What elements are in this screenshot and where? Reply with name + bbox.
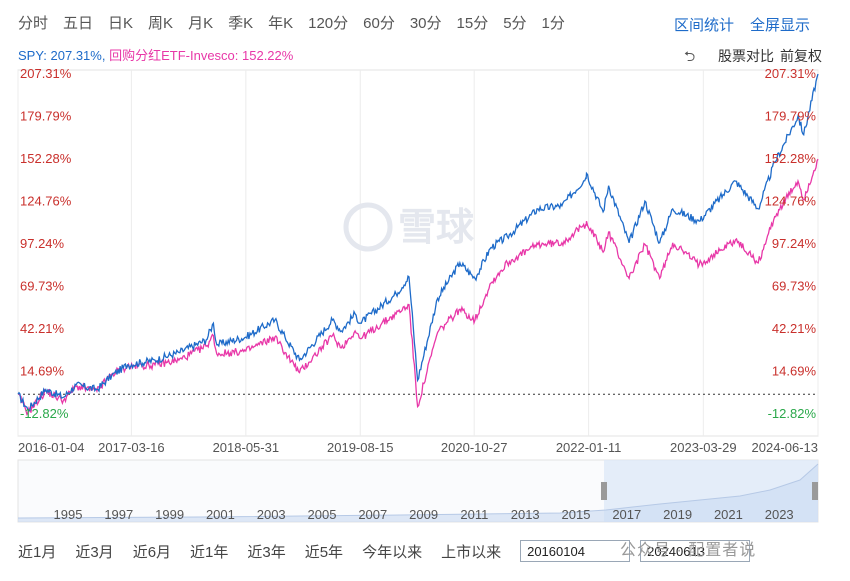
range-button[interactable]: 今年以来 [362,543,423,561]
period-tab[interactable]: 日K [108,15,134,32]
period-tab[interactable]: 季K [228,15,254,32]
undo-icon[interactable]: ⮌ [684,48,696,64]
period-tab[interactable]: 年K [268,15,294,32]
navigator-line [17,463,819,519]
period-tab[interactable]: 周K [148,15,174,32]
navigator-year-label: 2009 [409,507,438,522]
range-button[interactable]: 近1月 [18,543,57,561]
y-tick-label-left: 69.73% [20,278,65,293]
footer-caption: 公众号 · 配置者说 [620,542,757,559]
y-tick-label-right: 69.73% [772,278,817,293]
period-tab[interactable]: 分时 [18,15,49,32]
navigator-year-label: 2003 [257,507,286,522]
legend-spy: SPY: 207.31% [18,48,102,63]
navigator-year-label: 2019 [663,507,692,522]
period-tab[interactable]: 5分 [503,15,527,32]
y-tick-label-left: 179.79% [20,109,72,124]
watermark-text: 雪球 [398,205,475,249]
x-tick-label: 2020-10-27 [441,440,508,455]
x-tick-label: 2024-06-13 [752,440,819,455]
y-tick-label-right: 124.76% [765,194,817,209]
navigator-year-label: 1995 [54,507,83,522]
y-tick-label-right: 14.69% [772,364,817,379]
range-selector: 近1月 近3月 近6月 近1年 近3年 近5年 今年以来 上市以来 [18,540,760,562]
x-tick-label: 2023-03-29 [670,440,737,455]
y-tick-label-left: 14.69% [20,364,65,379]
range-buttons: 近1月 近3月 近6月 近1年 近3年 近5年 今年以来 上市以来 [18,541,520,562]
fullscreen-button[interactable]: 全屏显示 [749,17,810,34]
x-tick-label: 2017-03-16 [98,440,165,455]
navigator-year-label: 2005 [308,507,337,522]
navigator-year-label: 2001 [206,507,235,522]
xueqiu-watermark: 雪球 [343,202,475,252]
y-tick-label-right: 179.79% [765,109,817,124]
y-tick-label-left: 97.24% [20,236,65,251]
y-tick-label-left: 42.21% [20,321,65,336]
period-tab[interactable]: 15分 [456,15,489,32]
y-tick-label-left: 207.31% [20,66,72,81]
series-line-dividend-etf [17,158,819,416]
y-tick-label-right: 97.24% [772,236,817,251]
x-tick-label: 2019-08-15 [327,440,394,455]
plot-frame [17,69,819,437]
navigator-right-handle [812,482,818,500]
legend-separator: , [101,48,106,63]
navigator-left-handle [601,482,607,500]
range-button[interactable]: 近3年 [247,543,286,561]
y-tick-label-left: 124.76% [20,194,72,209]
period-tab[interactable]: 120分 [308,15,349,32]
x-tick-label: 2018-05-31 [213,440,280,455]
navigator-year-label: 2023 [765,507,794,522]
navigator-year-label: 2015 [562,507,591,522]
y-tick-label-right: 152.28% [765,151,817,166]
navigator-year-label: 1997 [104,507,133,522]
y-tick-label-right: -12.82% [768,406,817,421]
period-tab[interactable]: 60分 [363,15,395,32]
range-button[interactable]: 近5年 [304,543,344,561]
navigator-year-label: 2007 [358,507,387,522]
navigator-year-label: 2013 [511,507,540,522]
range-button[interactable]: 近6月 [132,543,172,561]
navigator-area [18,464,818,522]
chart-legend: SPY: 207.31%, 回购分红ETF-Invesco: 152.22% [18,45,293,64]
period-tab[interactable]: 月K [188,15,214,32]
y-tick-label-left: -12.82% [20,406,69,421]
navigator-year-label: 2021 [714,507,743,522]
forward-adjust-button[interactable]: 前复权 [780,48,822,64]
period-tabs: 分时 五日 日K 周K 月K 季K 年K 120分 60分 30分 15分 5分 1分 [18,12,580,33]
series-line-spy [17,73,819,412]
watermark-logo-icon [343,202,393,252]
toolbar: 分时 五日 日K 周K 月K 季K 年K 120分 60分 30分 15分 5分 1分 区间统计 全屏显示 [0,0,850,44]
end-date-input[interactable] [640,540,751,562]
period-tab[interactable]: 五日 [63,15,94,32]
performance-chart: 雪球 207.31% 207.31% 179.79% 179.79% 152.28% 152… [17,66,819,523]
x-tick-label: 2016-01-04 [18,440,85,455]
chart-controls: ⮌ 股票对比 前复权 [684,46,822,66]
x-tick-label: 2022-01-11 [556,440,622,455]
range-button[interactable]: 上市以来 [441,543,502,561]
range-button[interactable]: 近3月 [75,543,114,561]
period-tab[interactable]: 30分 [409,15,442,32]
y-tick-label-left: 152.28% [20,151,72,166]
y-tick-label-right: 207.31% [765,66,817,81]
range-stats-button[interactable]: 区间统计 [673,17,734,34]
top-actions: 区间统计 全屏显示 [658,14,810,35]
navigator-year-label: 2011 [460,507,488,522]
range-button[interactable]: 近1年 [190,543,229,561]
navigator-year-label: 2017 [612,507,641,522]
compare-stocks-button[interactable]: 股票对比 [718,48,774,64]
navigator-year-label: 1999 [155,507,184,522]
start-date-input[interactable] [520,540,631,562]
y-tick-label-right: 42.21% [772,321,817,336]
period-tab[interactable]: 1分 [541,15,565,32]
legend-dividend-etf: 回购分红ETF-Invesco: 152.22% [109,48,294,63]
